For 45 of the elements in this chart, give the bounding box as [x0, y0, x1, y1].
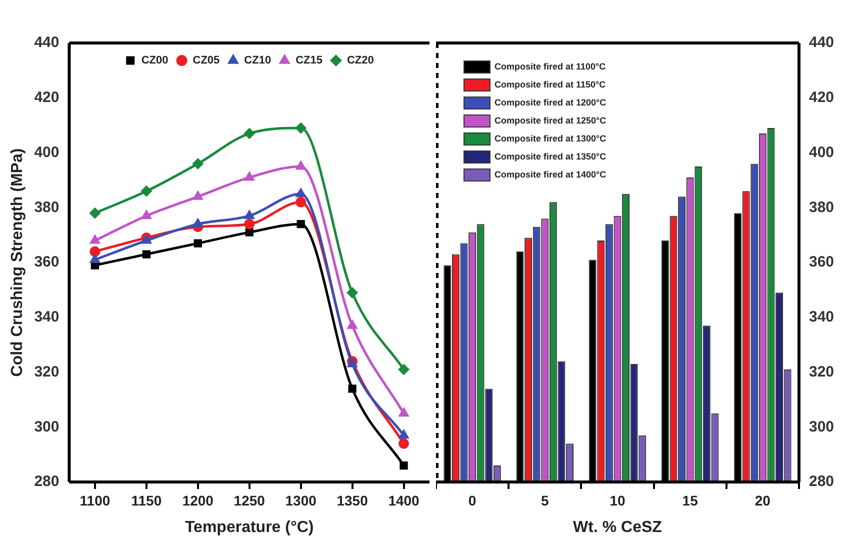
y-tick-label: 400 [34, 144, 60, 161]
legend-label: Composite fired at 1400°C [494, 169, 607, 180]
y-tick-label: 300 [808, 418, 834, 436]
legend-label: Composite fired at 1350°C [494, 151, 607, 162]
y-tick-label: 380 [34, 198, 60, 216]
x-tick-label: 1100 [80, 492, 110, 508]
y-tick-label: 380 [808, 198, 834, 216]
legend-label: CZ10 [244, 54, 272, 67]
legend-label: Composite fired at 1100°C [494, 61, 606, 72]
y-tick-label: 400 [808, 144, 834, 161]
y-tick-label: 340 [808, 308, 834, 326]
x-tick-label: 1250 [234, 492, 266, 508]
y-tick-label: 420 [808, 89, 834, 106]
y-tick-label: 340 [34, 308, 60, 326]
x-tick-label: 15 [682, 492, 698, 508]
x-tick-label: 1400 [388, 492, 420, 508]
x-tick-label: 1200 [182, 492, 214, 508]
y-tick-label: 440 [808, 34, 834, 52]
legend-label: CZ15 [296, 54, 322, 67]
x-axis-title: Wt. % CeSZ [573, 518, 662, 536]
legend-label: Composite fired at 1300°C [494, 133, 607, 144]
y-tick-label: 280 [808, 473, 834, 490]
y-tick-label: 360 [808, 254, 834, 271]
x-tick-label: 1300 [285, 492, 317, 508]
y-tick-label: 280 [34, 473, 60, 490]
y-tick-label: 360 [34, 254, 60, 271]
legend-label: Composite fired at 1200°C [494, 97, 607, 108]
y-axis-title: Cold Crushing Strength (MPa) [9, 148, 26, 377]
x-tick-label: 5 [540, 492, 549, 508]
legend-label: Composite fired at 1150°C [494, 79, 606, 90]
y-tick-label: 300 [34, 418, 60, 436]
y-tick-label: 440 [34, 34, 60, 52]
x-tick-label: 1150 [131, 492, 162, 508]
y-tick-label: 420 [34, 89, 60, 106]
y-tick-label: 320 [34, 363, 60, 380]
x-tick-label: 1350 [336, 492, 368, 508]
x-tick-label: 20 [754, 492, 771, 508]
x-tick-label: 0 [468, 492, 476, 508]
legend-label: CZ00 [141, 54, 168, 67]
legend-label: CZ05 [192, 54, 220, 67]
y-tick-label: 320 [808, 363, 834, 380]
x-axis-title: Temperature (°C) [184, 518, 314, 536]
legend-label: Composite fired at 1250°C [494, 115, 607, 126]
x-tick-label: 10 [610, 492, 626, 508]
legend-label: CZ20 [346, 54, 374, 67]
